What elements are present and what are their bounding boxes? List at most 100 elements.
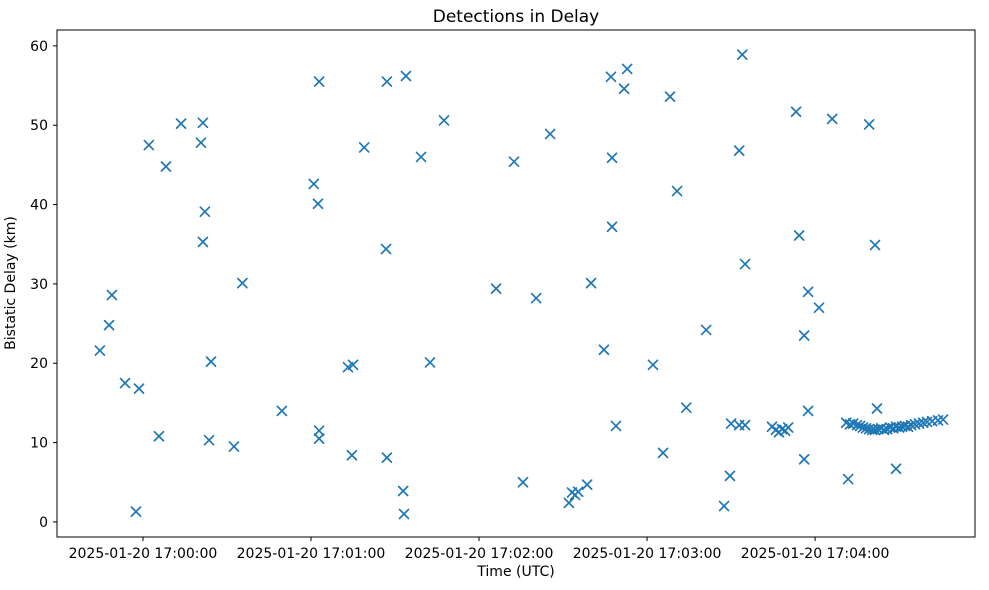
data-point-marker (736, 49, 748, 60)
data-point-marker (869, 239, 881, 251)
x-tick-label: 2025-01-20 17:02:00 (405, 546, 554, 562)
data-point-marker (657, 447, 669, 459)
data-point-marker (381, 76, 393, 87)
y-tick-label: 60 (30, 39, 48, 55)
data-point-marker (917, 417, 929, 429)
x-tick-label: 2025-01-20 17:04:00 (741, 546, 890, 562)
data-point-marker (618, 83, 630, 95)
data-point-marker (700, 324, 712, 336)
data-point-marker (724, 470, 736, 482)
data-point-marker (205, 356, 217, 368)
data-point-marker (572, 486, 584, 498)
data-point-marker (606, 221, 618, 233)
data-point-marker (106, 289, 118, 301)
data-point-marker (621, 63, 633, 75)
y-tick-label: 40 (30, 198, 48, 214)
data-point-marker (598, 344, 610, 356)
data-point-marker (398, 508, 410, 520)
data-point-marker (860, 422, 872, 434)
data-point-marker (313, 425, 325, 437)
data-point-marker (197, 236, 209, 248)
data-point-marker (119, 377, 131, 389)
data-point-marker (863, 119, 875, 130)
data-point-marker (878, 424, 890, 436)
data-point-marker (718, 500, 730, 512)
x-tick-label: 2025-01-20 17:00:00 (69, 546, 218, 562)
data-point-marker (424, 357, 436, 368)
data-point-marker (871, 403, 883, 414)
data-point-marker (581, 479, 593, 490)
data-point-marker (739, 258, 751, 270)
data-point-marker (346, 449, 358, 461)
data-point-marker (438, 115, 450, 126)
data-point-marker (937, 414, 949, 425)
data-point-marker (739, 419, 751, 431)
data-point-marker (790, 106, 802, 118)
data-point-marker (397, 485, 409, 497)
data-point-marker (313, 433, 325, 444)
data-point-marker (143, 139, 155, 151)
data-point-marker (153, 430, 165, 442)
data-point-marker (415, 151, 427, 163)
data-point-marker (381, 452, 393, 464)
data-point-marker (342, 361, 354, 373)
y-tick-label: 30 (30, 277, 48, 293)
data-point-marker (605, 71, 617, 83)
y-tick-label: 10 (30, 436, 48, 452)
data-point-marker (347, 359, 359, 371)
data-point-marker (237, 277, 248, 289)
data-point-marker (671, 185, 683, 197)
data-point-marker (902, 421, 914, 433)
data-point-marker (308, 178, 320, 190)
y-tick-label: 50 (30, 118, 48, 134)
data-point-marker (199, 206, 211, 218)
data-point-marker (160, 161, 172, 172)
chart-title: Detections in Delay (432, 7, 600, 27)
data-point-marker (842, 473, 854, 485)
data-point-marker (776, 423, 788, 435)
data-point-marker (358, 142, 370, 153)
data-point-marker (103, 319, 115, 331)
data-point-marker (490, 283, 502, 295)
data-point-marker (793, 230, 805, 241)
data-point-marker (733, 145, 745, 156)
data-point-marker (798, 453, 810, 465)
data-point-marker (585, 277, 597, 289)
data-point-marker (869, 424, 881, 436)
data-point-marker (802, 286, 814, 298)
data-point-marker (313, 76, 325, 87)
data-point-marker (203, 434, 215, 446)
data-point-marker (228, 441, 240, 452)
data-point-marker (195, 137, 207, 149)
x-tick-label: 2025-01-20 17:03:00 (573, 546, 722, 562)
data-point-marker (802, 405, 814, 417)
y-tick-label: 0 (39, 515, 48, 531)
data-point-marker (606, 152, 618, 164)
data-point-marker (854, 420, 866, 432)
data-point-marker (857, 422, 869, 433)
data-point-marker (680, 402, 692, 414)
data-point-marker (130, 506, 142, 517)
data-point-marker (826, 113, 838, 125)
data-point-marker (197, 117, 209, 129)
data-point-marker (610, 420, 622, 432)
data-point-marker (380, 243, 392, 255)
data-point-marker (782, 422, 794, 433)
data-point-marker (664, 91, 676, 102)
data-point-marker (175, 118, 187, 129)
data-point-marker (400, 70, 412, 82)
data-point-marker (563, 497, 575, 509)
data-point-marker (517, 476, 529, 488)
data-point-marker (133, 383, 145, 394)
y-tick-label: 20 (30, 356, 48, 372)
data-point-marker (544, 128, 556, 140)
x-axis-label: Time (UTC) (477, 564, 555, 580)
data-point-marker (312, 198, 324, 210)
data-point-marker (813, 302, 825, 314)
data-point-marker (94, 345, 106, 356)
data-point-marker (890, 463, 902, 475)
data-point-marker (530, 292, 542, 304)
data-point-marker (647, 359, 659, 371)
